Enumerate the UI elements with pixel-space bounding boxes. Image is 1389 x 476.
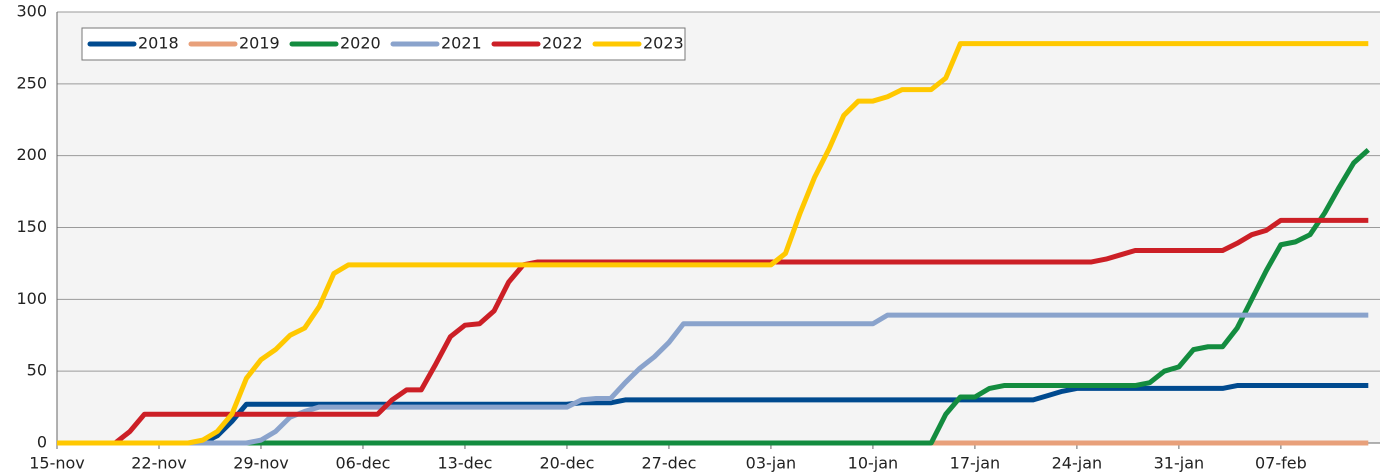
series-line — [57, 41, 1369, 446]
legend-label: 2019 — [239, 34, 280, 53]
y-tick-label: 250 — [16, 73, 47, 92]
y-tick-label: 200 — [16, 145, 47, 164]
x-tick-label: 03-jan — [746, 454, 797, 473]
series-line — [57, 312, 1369, 446]
y-tick-label: 50 — [27, 361, 47, 380]
legend-label: 2020 — [340, 34, 381, 53]
x-tick-label: 29-nov — [233, 454, 289, 473]
y-tick-label: 100 — [16, 289, 47, 308]
x-tick-label: 27-dec — [641, 454, 696, 473]
y-tick-label: 300 — [16, 2, 47, 21]
legend-box — [81, 27, 686, 61]
x-tick-label: 06-dec — [336, 454, 391, 473]
x-tick-label: 07-feb — [1255, 454, 1307, 473]
legend-label: 2023 — [643, 34, 684, 53]
y-tick-label: 150 — [16, 217, 47, 236]
legend-label: 2018 — [138, 34, 179, 53]
x-tick-label: 15-nov — [29, 454, 85, 473]
series-line — [57, 217, 1369, 446]
legend-label: 2021 — [441, 34, 482, 53]
x-tick-label: 17-jan — [950, 454, 1001, 473]
x-tick-label: 20-dec — [539, 454, 594, 473]
series-line — [57, 383, 1369, 446]
y-tick-label: 0 — [37, 433, 47, 452]
x-tick-label: 13-dec — [437, 454, 492, 473]
series-line — [57, 148, 1370, 446]
x-tick-label: 24-jan — [1052, 454, 1103, 473]
legend-label: 2022 — [542, 34, 583, 53]
x-tick-label: 31-jan — [1154, 454, 1205, 473]
x-tick-label: 22-nov — [131, 454, 187, 473]
x-tick-label: 10-jan — [848, 454, 899, 473]
